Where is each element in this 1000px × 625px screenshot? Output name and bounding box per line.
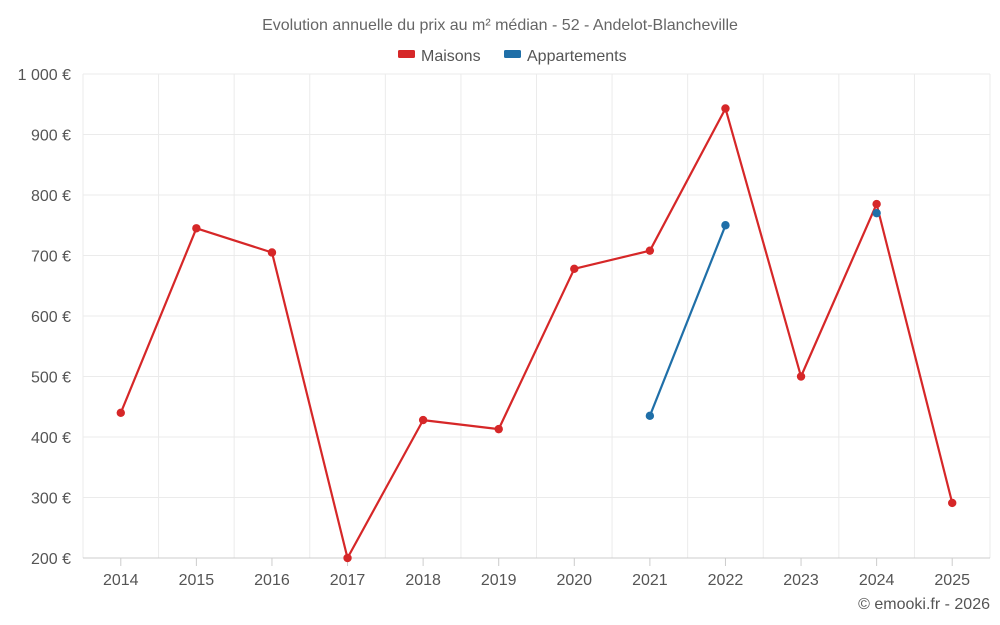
data-point-maisons[interactable] [645,246,655,255]
x-tick-label: 2017 [330,572,366,589]
x-tick-label: 2024 [859,572,895,589]
x-tick-label: 2014 [103,572,139,589]
legend-item-appartements[interactable]: Appartements [504,48,627,65]
x-tick-label: 2021 [632,572,668,589]
series-appartements [645,208,881,421]
y-tick-label: 400 € [31,430,71,447]
data-point-maisons[interactable] [796,372,806,381]
data-point-maisons[interactable] [192,224,201,233]
legend-item-maisons[interactable]: Maisons [398,48,481,65]
data-point-maisons[interactable] [116,408,125,417]
y-tick-label: 700 € [31,249,71,266]
y-axis: 200 € 300 € 400 € 500 € 600 € 700 € 800 € 900 €… [18,67,71,568]
data-point-appartements[interactable] [872,208,881,218]
x-tick-label: 2015 [179,572,215,589]
data-point-maisons[interactable] [948,498,957,508]
y-tick-label: 900 € [31,128,71,145]
data-point-appartements[interactable] [645,411,655,421]
data-point-maisons[interactable] [418,415,428,425]
series-maisons [116,104,957,563]
legend[interactable]: Maisons Appartements [398,48,627,65]
series-line-appartements [648,224,727,417]
data-point-maisons[interactable] [267,248,277,257]
chart-title: Evolution annuelle du prix au m² médian … [262,17,738,34]
data-point-maisons[interactable] [721,104,730,113]
legend-swatch [398,50,415,58]
x-tick-label: 2020 [556,572,592,589]
x-tick-label: 2018 [405,572,441,589]
x-tick-label: 2025 [934,572,970,589]
data-point-maisons[interactable] [343,553,352,563]
legend-label: Maisons [421,48,481,65]
y-tick-label: 600 € [31,309,71,326]
grid [82,73,991,559]
data-point-maisons[interactable] [570,264,579,274]
series-line-maisons [119,107,954,560]
y-tick-label: 500 € [31,370,71,387]
y-tick-label: 200 € [31,551,71,568]
legend-swatch [504,50,521,58]
data-point-maisons[interactable] [494,424,503,434]
data-point-appartements[interactable] [721,221,730,230]
x-tick-label: 2023 [783,572,819,589]
x-tick-label: 2019 [481,572,517,589]
x-axis: 2014 2015 2016 2017 2018 2019 2020 2021 2022 2023… [83,557,990,589]
data-point-maisons[interactable] [872,199,881,209]
series-layer [116,104,957,563]
y-tick-label: 800 € [31,188,71,205]
legend-label: Appartements [527,48,627,65]
y-tick-label: 1 000 € [18,67,71,84]
x-tick-label: 2016 [254,572,290,589]
y-tick-label: 300 € [31,491,71,508]
credit-text: © emooki.fr - 2026 [858,596,990,613]
x-tick-label: 2022 [708,572,744,589]
